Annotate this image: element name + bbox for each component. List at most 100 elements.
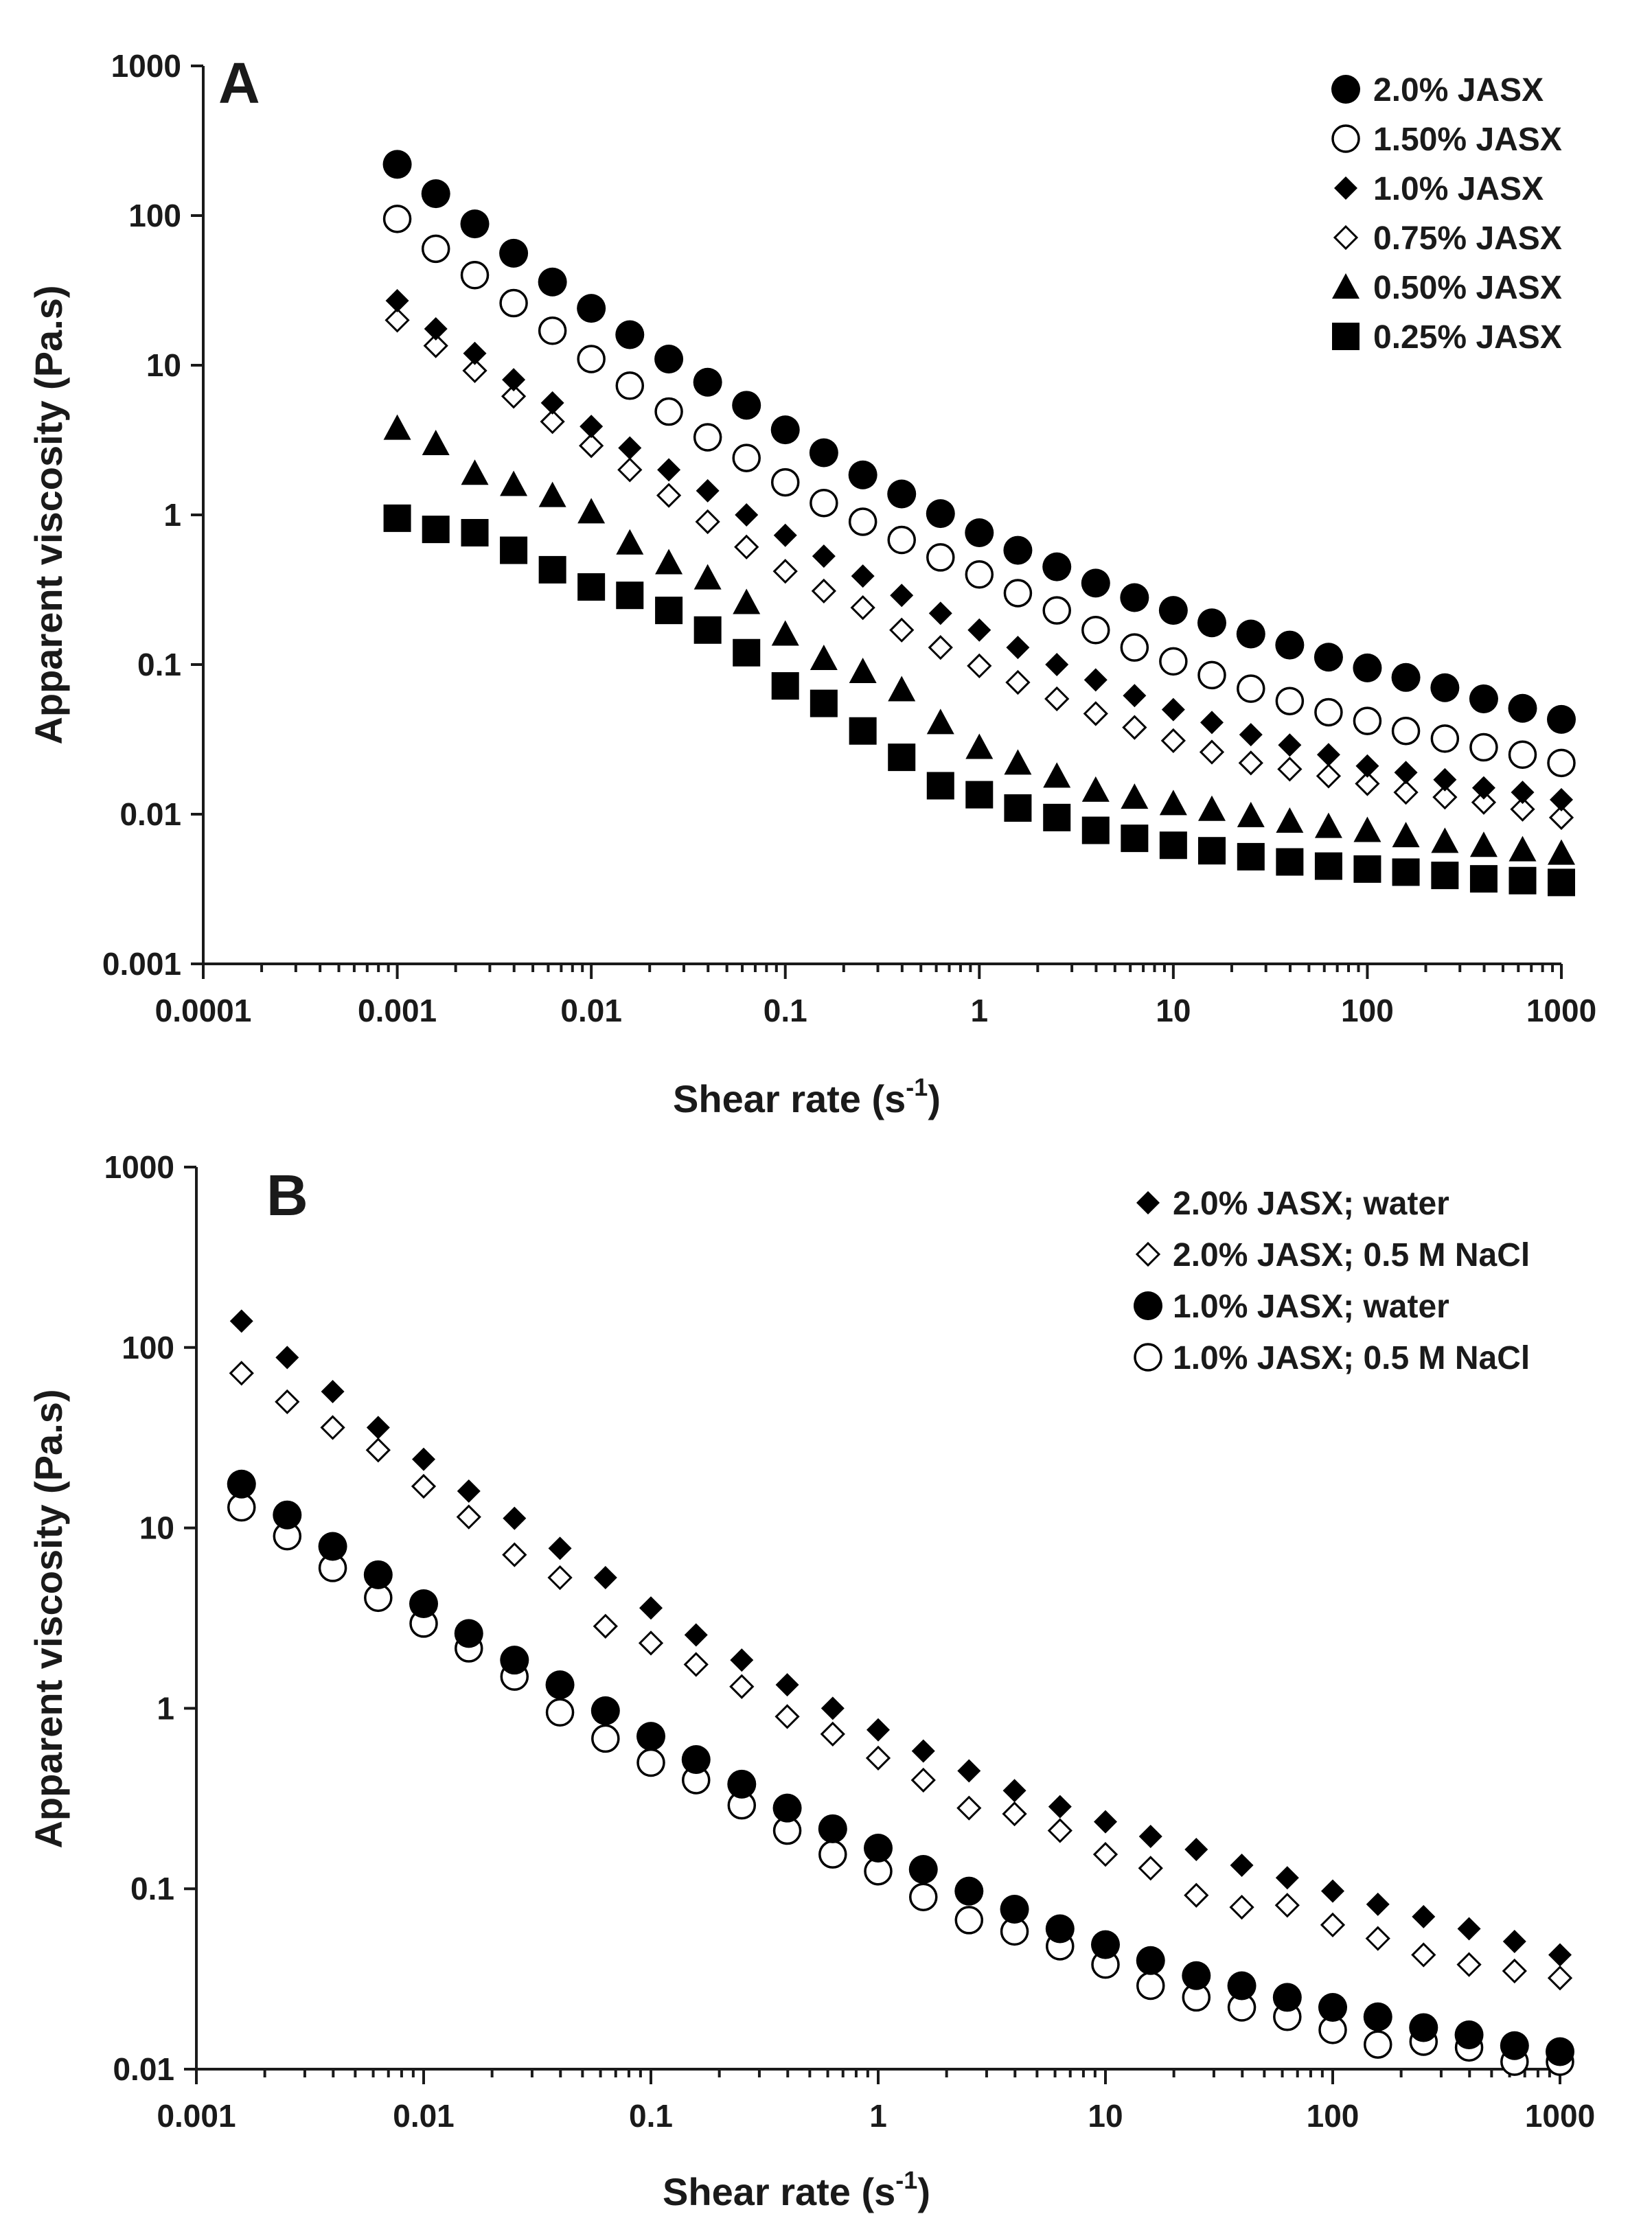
- x-tick-label: 0.001: [157, 2098, 236, 2134]
- data-point: [1391, 662, 1421, 692]
- data-point: [540, 391, 564, 415]
- series: [227, 1469, 1574, 2066]
- data-point: [1272, 1983, 1302, 2012]
- legend-marker: [1134, 1291, 1162, 1320]
- data-point: [849, 657, 877, 683]
- data-point: [1229, 1894, 1254, 1920]
- y-tick-label: 100: [128, 198, 181, 233]
- data-point: [382, 205, 412, 233]
- x-tick-label: 1: [869, 2098, 887, 2134]
- legend-label: 0.75% JASX: [1373, 220, 1562, 257]
- data-point: [1431, 862, 1459, 890]
- data-point: [503, 1506, 527, 1530]
- data-point: [411, 1473, 437, 1499]
- data-point: [454, 1619, 483, 1648]
- data-point: [810, 689, 838, 717]
- data-point: [732, 391, 761, 420]
- data-point: [1003, 579, 1033, 608]
- data-point: [967, 618, 991, 642]
- data-point: [1409, 2013, 1438, 2042]
- data-point: [656, 483, 682, 508]
- data-point: [733, 588, 761, 614]
- data-point: [365, 1438, 391, 1463]
- data-point: [1000, 1895, 1029, 1924]
- data-point: [888, 676, 916, 702]
- data-point: [1136, 1971, 1165, 2001]
- legend-marker: [1331, 124, 1360, 153]
- data-point: [928, 635, 953, 660]
- data-point: [695, 509, 720, 535]
- data-point: [1043, 803, 1071, 831]
- data-point: [683, 1652, 709, 1677]
- data-point: [383, 504, 411, 532]
- data-point: [1237, 801, 1265, 827]
- data-point: [1044, 686, 1070, 712]
- data-point: [730, 1648, 754, 1672]
- panel-label: A: [218, 51, 260, 115]
- legend: 2.0% JASX; water 2.0% JASX; 0.5 M NaCl 1.0…: [1134, 1186, 1530, 1376]
- data-point: [615, 371, 645, 400]
- data-point: [273, 1500, 302, 1530]
- legend-item: 2.0% JASX; 0.5 M NaCl: [1135, 1237, 1530, 1273]
- data-point: [1353, 816, 1381, 842]
- series: [382, 150, 1576, 734]
- legend-marker: [1134, 1343, 1162, 1372]
- data-point: [965, 560, 994, 589]
- data-points: [227, 1309, 1574, 2076]
- data-point: [821, 1696, 845, 1720]
- data-point: [735, 503, 759, 527]
- data-point: [636, 1748, 665, 1777]
- data-point: [1045, 1914, 1075, 1944]
- data-point: [545, 1670, 575, 1700]
- x-axis-title: Shear rate (s-1): [673, 1073, 941, 1120]
- data-point: [1197, 608, 1226, 638]
- legend-item: 1.0% JASX; water: [1134, 1289, 1449, 1325]
- data-point: [422, 516, 450, 544]
- data-point: [1042, 552, 1072, 581]
- data-point: [616, 581, 644, 610]
- data-point: [1548, 839, 1575, 865]
- legend-item: 2.0% JASX; water: [1136, 1186, 1449, 1222]
- y-tick-label: 0.01: [119, 796, 181, 832]
- data-point: [1161, 698, 1185, 722]
- data-point: [424, 317, 448, 341]
- data-point: [1548, 805, 1574, 830]
- data-point: [1045, 653, 1069, 676]
- data-point: [911, 1739, 935, 1763]
- data-point: [867, 1718, 890, 1742]
- data-point: [538, 316, 567, 345]
- x-tick-label: 10: [1088, 2098, 1123, 2134]
- data-point: [1278, 733, 1302, 757]
- data-point: [1363, 2002, 1392, 2031]
- data-point: [693, 423, 722, 452]
- data-point: [851, 564, 875, 588]
- data-point: [1004, 749, 1032, 775]
- data-point: [1469, 865, 1498, 893]
- data-point: [1006, 636, 1030, 660]
- data-point: [462, 358, 487, 384]
- data-point: [1158, 596, 1188, 625]
- data-point: [727, 1769, 757, 1799]
- data-point: [1227, 1971, 1257, 2001]
- data-point: [1159, 647, 1188, 676]
- x-tick-label: 0.01: [560, 993, 622, 1028]
- data-point: [890, 584, 914, 608]
- data-point: [1159, 831, 1187, 860]
- data-point: [681, 1745, 711, 1775]
- legend-label: 1.0% JASX: [1373, 171, 1544, 207]
- data-point: [590, 1696, 620, 1725]
- x-tick-label: 0.01: [393, 2098, 455, 2134]
- legend-item: 0.50% JASX: [1332, 270, 1562, 306]
- data-point: [818, 1840, 847, 1869]
- data-point: [502, 1542, 527, 1567]
- data-point: [363, 1560, 393, 1589]
- data-point: [577, 294, 606, 323]
- panel-b-chart: 0.001 0.01 0.1 1 10 100 1000 0.01 0.1 1 10 100 1000 S…: [27, 1149, 1595, 2213]
- data-point: [1236, 619, 1265, 649]
- series: [385, 308, 1574, 830]
- data-point: [820, 1721, 845, 1747]
- data-point: [1318, 1993, 1347, 2022]
- data-point: [1184, 1838, 1208, 1862]
- data-point: [1321, 1879, 1344, 1903]
- data-point: [775, 1673, 799, 1697]
